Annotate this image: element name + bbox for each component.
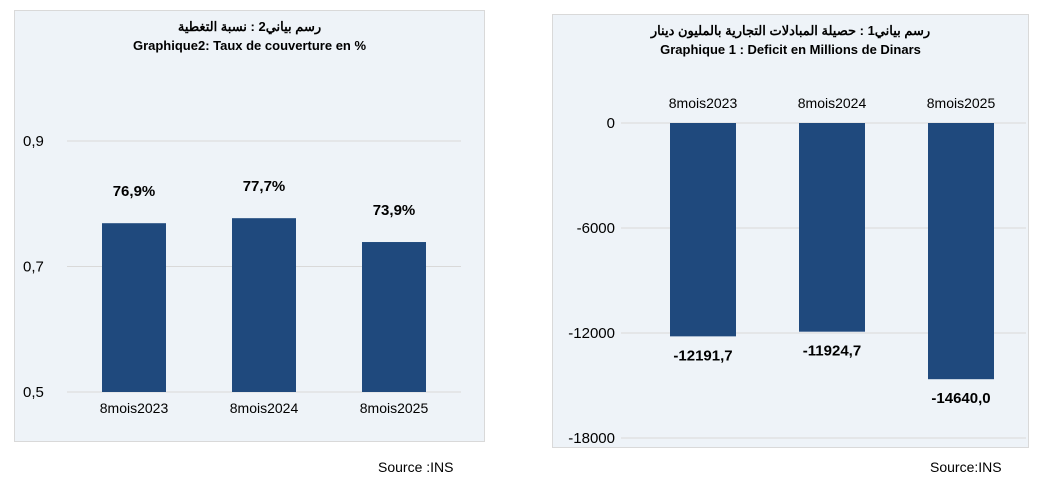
bar [799,123,865,332]
source-note-left: Source :INS [378,459,454,475]
x-tick-label: 8mois2024 [230,400,299,416]
y-tick-label: -6000 [577,220,615,237]
x-tick-label: 8mois2023 [100,400,169,416]
bar [670,123,736,337]
chart-title: Graphique 1 : Deficit en Millions de Din… [660,42,921,57]
coverage-rate-chart: 0,9 0,7 0,5 76,9% 8mois2023 77,7% 8mois2024 73,… [23,133,461,416]
bar [362,242,426,392]
x-tick-label: 8mois2025 [927,95,996,111]
data-label: 77,7% [243,178,286,195]
x-tick-label: 8mois2025 [360,400,429,416]
chart-title-arabic: رسم بياني2 : نسبة التغطية [177,19,322,34]
coverage-rate-chart-panel: رسم بياني2 : نسبة التغطية Graphique2: Ta… [14,10,485,442]
source-note-right: Source:INS [930,459,1002,475]
bar [102,223,166,392]
y-tick-label: 0,5 [23,384,44,401]
y-tick-label: 0,7 [23,259,44,276]
y-tick-label: 0,9 [23,133,44,150]
data-label: -14640,0 [931,390,990,407]
x-tick-label: 8mois2024 [798,95,867,111]
data-label: -11924,7 [803,343,861,360]
chart-title-arabic: رسم بياني1 : حصيلة المبادلات التجارية با… [650,23,931,38]
y-tick-label: 0 [607,115,615,132]
y-tick-label: -12000 [568,325,615,342]
data-label: -12191,7 [673,347,732,364]
x-tick-label: 8mois2023 [669,95,738,111]
deficit-chart: 0 -6000 -12000 -18000 8mois2023 -12191,7 8mois… [568,95,1026,447]
chart-title: Graphique2: Taux de couverture en % [132,38,367,53]
deficit-chart-panel: رسم بياني1 : حصيلة المبادلات التجارية با… [552,14,1029,448]
data-label: 73,9% [373,202,416,219]
y-tick-label: -18000 [568,430,615,447]
bar [928,123,994,380]
data-label: 76,9% [113,183,156,200]
bar [232,218,296,392]
